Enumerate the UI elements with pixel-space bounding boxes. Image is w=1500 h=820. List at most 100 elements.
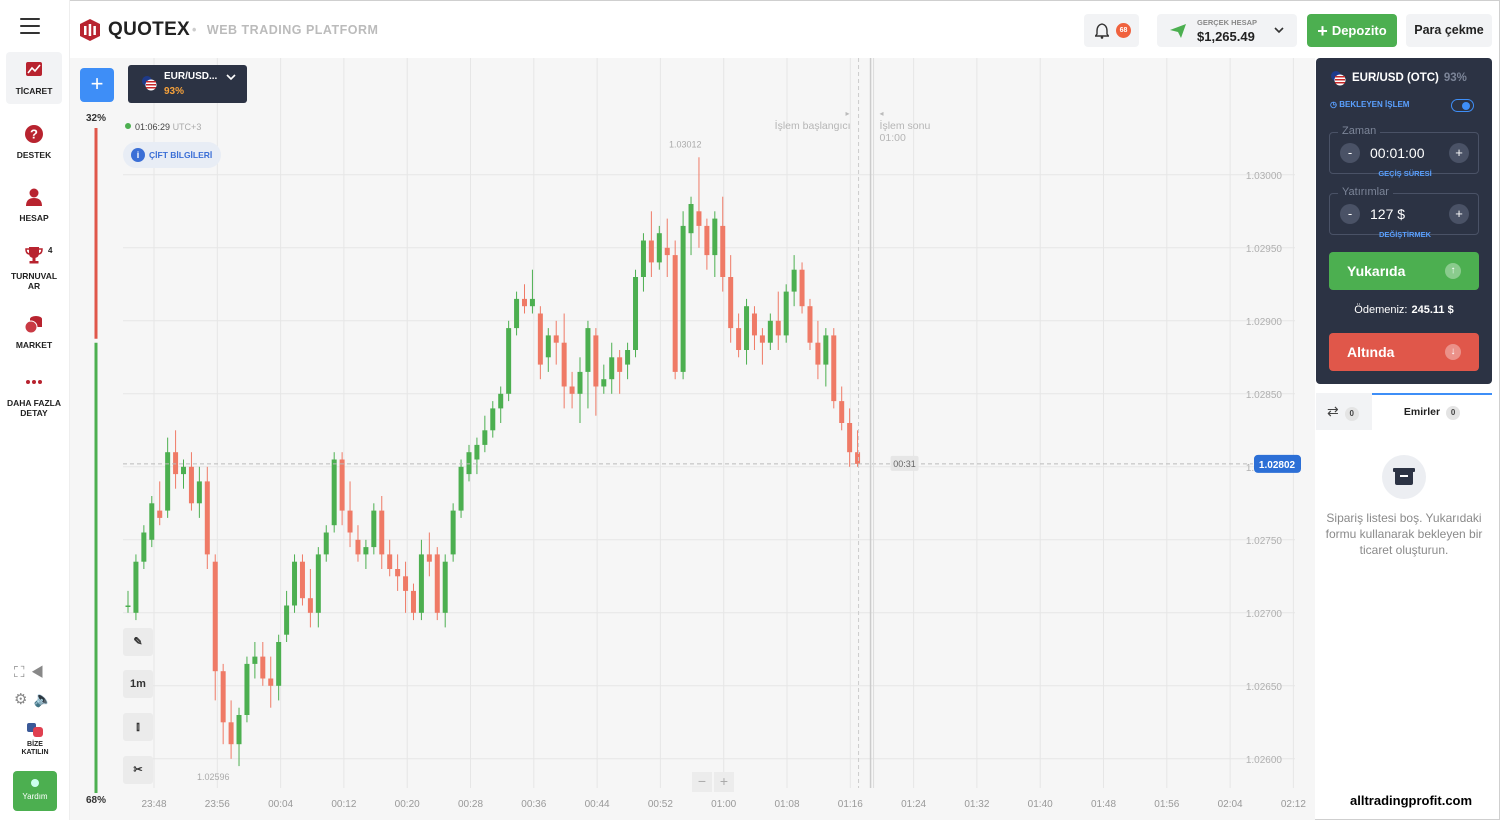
x-tick-label: 01:24 (901, 799, 926, 810)
candle (561, 342, 567, 387)
panel-pair[interactable]: EUR/USD (OTC) 93% (1330, 70, 1467, 86)
candle (133, 561, 139, 613)
sidebar-item-tournaments[interactable]: 4 TURNUVALAR (6, 245, 62, 291)
trade-start-arrow-icon: ▸ (846, 109, 850, 118)
help-button[interactable]: Yardım (13, 771, 57, 811)
sidebar-item-trade[interactable]: TİCARET (6, 52, 62, 104)
amount-minus-button[interactable]: - (1340, 204, 1360, 224)
trade-start-label: İşlem başlangıcı (775, 119, 851, 132)
candle (656, 233, 662, 263)
x-tick-label: 00:20 (395, 799, 420, 810)
user-icon (24, 187, 44, 207)
trade-end-label: İşlem sonu (880, 119, 931, 132)
chart-icon (24, 60, 44, 80)
logo-icon (80, 19, 100, 41)
y-tick-label: 1.02950 (1246, 244, 1283, 255)
notifications-button[interactable]: 68 (1084, 14, 1139, 47)
candle (363, 547, 369, 555)
x-tick-label: 00:28 (458, 799, 483, 810)
chart-type-button[interactable]: ⫾ (123, 713, 153, 741)
gear-icon[interactable]: ⚙ (14, 691, 34, 708)
sidebar-item-account[interactable]: HESAP (6, 187, 62, 223)
account-selector[interactable]: GERÇEK HESAP $1,265.49 (1157, 14, 1297, 47)
empty-orders-text: Sipariş listesi boş. Yukarıdaki formu ku… (1325, 511, 1483, 557)
candle (522, 298, 527, 307)
pair-selector[interactable]: EUR/USD... 93% (128, 65, 247, 103)
candle (593, 335, 599, 387)
time-plus-button[interactable]: + (1449, 143, 1469, 163)
candle (514, 298, 520, 329)
tab-trades[interactable]: ⇄ 0 (1316, 393, 1372, 430)
zoom-in-button[interactable]: + (714, 772, 734, 792)
add-chart-button[interactable]: + (80, 68, 114, 102)
candle (181, 466, 187, 475)
time-field[interactable]: Zaman - 00:01:00 + GEÇİŞ SÜRESİ (1329, 125, 1479, 178)
time-mode-link[interactable]: GEÇİŞ SÜRESİ (1378, 169, 1432, 178)
amount-change-link[interactable]: DEĞİŞTİRMEK (1378, 230, 1432, 239)
candle (751, 313, 757, 336)
candle (791, 269, 797, 292)
pair-info-button[interactable]: i ÇİFT BİLGİLERİ (123, 142, 222, 168)
fullscreen-icon[interactable]: ⛶ (14, 664, 31, 681)
candle (633, 277, 639, 350)
logo[interactable]: QUOTEX (78, 18, 190, 42)
sentiment-down: 68% (86, 795, 107, 806)
candle (426, 554, 432, 562)
y-tick-label: 1.02750 (1246, 536, 1283, 547)
candle (775, 320, 781, 336)
sidebar-item-support[interactable]: ? DESTEK (6, 124, 62, 160)
join-us[interactable]: BİZE KATILIN (14, 722, 56, 757)
x-tick-label: 00:12 (331, 799, 356, 810)
watermark: alltradingprofit.com (1350, 793, 1473, 808)
amount-plus-button[interactable]: + (1449, 204, 1469, 224)
candle (474, 444, 480, 460)
candle (664, 247, 670, 256)
y-tick-label: 1.02600 (1246, 755, 1283, 766)
candle (188, 466, 194, 504)
candle (165, 452, 171, 511)
current-price-text: 1.02802 (1259, 460, 1296, 471)
candle (648, 240, 654, 263)
candle (823, 335, 829, 365)
candle (196, 481, 202, 504)
sidebar-item-more[interactable]: DAHA FAZLA DETAY (6, 372, 62, 418)
down-button[interactable]: Altında ↓ (1329, 333, 1479, 371)
menu-icon[interactable] (20, 18, 40, 34)
chart-area[interactable]: 23:48 23:56 00:04 00:12 00:20 00:28 00:36 00:44… (70, 58, 1315, 820)
price-chart[interactable]: 23:48 23:56 00:04 00:12 00:20 00:28 00:36 00:44… (70, 58, 1315, 820)
up-button[interactable]: Yukarıda ↑ (1329, 252, 1479, 290)
candle (712, 218, 718, 256)
draw-tool-button[interactable]: ✎ (123, 628, 153, 656)
indicators-button[interactable]: ✂ (123, 756, 153, 784)
time-minus-button[interactable]: - (1340, 143, 1360, 163)
x-tick-label: 01:40 (1028, 799, 1053, 810)
tournament-badge: 4 (48, 246, 53, 255)
svg-text:?: ? (30, 127, 38, 142)
clock-dot-icon (125, 123, 131, 129)
question-icon: ? (24, 124, 44, 144)
amount-field[interactable]: Yatırımlar - 127 $ + DEĞİŞTİRMEK (1329, 186, 1479, 239)
withdraw-button[interactable]: Para çekme (1406, 14, 1492, 47)
trade-panel: EUR/USD (OTC) 93% ◷ BEKLEYEN İŞLEM Zaman … (1316, 58, 1492, 384)
deposit-button[interactable]: + Depozito (1307, 14, 1397, 47)
trophy-icon: 4 (24, 245, 52, 265)
candle (529, 298, 535, 307)
candle (418, 554, 424, 613)
timeframe-button[interactable]: 1m (123, 670, 153, 698)
tab-orders[interactable]: Emirler 0 (1372, 393, 1492, 430)
zoom-out-button[interactable]: − (692, 772, 712, 792)
sound-icon[interactable]: 🔈 (33, 691, 59, 708)
candle (609, 357, 615, 380)
candle (284, 605, 290, 635)
sidebar-item-market[interactable]: MARKET (6, 314, 62, 350)
x-tick-label: 01:16 (838, 799, 863, 810)
pending-toggle[interactable] (1451, 99, 1474, 112)
sidebar-item-label: TURNUVALAR (10, 271, 58, 291)
back-icon[interactable]: ◀ (30, 664, 50, 681)
high-price-label: 1.03012 (669, 139, 702, 149)
x-tick-label: 01:48 (1091, 799, 1116, 810)
amount-label: Yatırımlar (1338, 186, 1393, 198)
sentiment-up: 32% (86, 113, 107, 124)
candle (466, 452, 472, 475)
account-type: GERÇEK HESAP (1197, 18, 1258, 27)
